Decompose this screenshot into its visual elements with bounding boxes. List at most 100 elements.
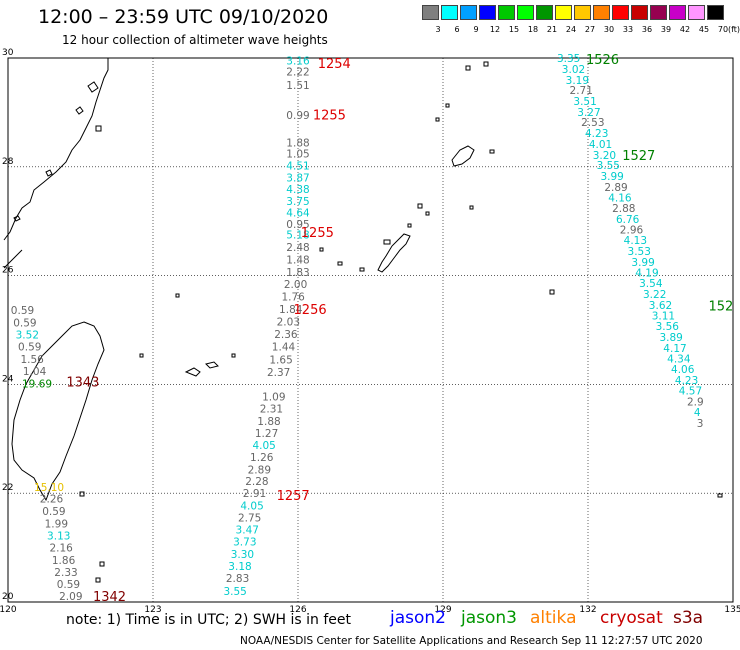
colorbar-tick: 70 — [717, 25, 729, 34]
wave-height-label: 1.27 — [255, 428, 278, 440]
colorbar-swatch — [688, 5, 705, 20]
wave-height-label: 3.51 — [573, 96, 596, 108]
wave-height-label: 1.44 — [272, 341, 296, 353]
latitude-tick-label: 26 — [2, 266, 14, 276]
latitude-tick-label: 28 — [2, 157, 14, 167]
wave-height-label: 1.04 — [23, 366, 47, 378]
wave-height-label: 3 — [697, 418, 704, 430]
wave-height-label: 0.59 — [18, 341, 41, 353]
wave-height-label: 3.27 — [577, 107, 600, 119]
legend-altika: altika — [530, 608, 577, 628]
wave-height-label: 2.48 — [286, 242, 309, 254]
colorbar-tick: 12 — [489, 25, 501, 34]
legend-jason2: jason2 — [390, 608, 446, 628]
wave-height-label: 2.03 — [277, 316, 300, 328]
wave-height-label: 3.13 — [47, 531, 70, 543]
land-outlines — [3, 58, 723, 583]
wave-height-label: 3.30 — [231, 549, 254, 561]
colorbar-swatch — [479, 5, 496, 20]
colorbar-tick: 36 — [641, 25, 653, 34]
latitude-tick-label: 20 — [2, 592, 14, 602]
wave-height-label: 2.16 — [49, 543, 73, 555]
wave-height-label: 1.86 — [52, 555, 76, 567]
wave-height-label: 4.06 — [671, 364, 695, 376]
wave-height-label: 3.52 — [16, 329, 39, 341]
wave-height-label: 2.00 — [284, 279, 307, 291]
wave-height-label: 3.75 — [286, 196, 309, 208]
longitude-tick-label: 132 — [579, 605, 596, 615]
wave-height-label: 3.56 — [656, 321, 680, 333]
map-border — [7, 57, 734, 603]
latitude-tick-label: 24 — [2, 374, 14, 384]
wave-height-label: 2.36 — [274, 329, 298, 341]
longitude-tick-label: 123 — [144, 605, 161, 615]
wave-height-label: 4.38 — [286, 184, 309, 196]
latitude-tick-label: 30 — [2, 48, 14, 58]
colorbar-swatch — [460, 5, 477, 20]
wave-height-label: 1.56 — [20, 354, 44, 366]
wave-height-label: 3.47 — [236, 525, 259, 537]
wave-height-label: 2.28 — [245, 476, 268, 488]
wave-height-label: 0.99 — [286, 110, 309, 122]
colorbar-tick: 15 — [508, 25, 520, 34]
colorbar-tick: 45 — [698, 25, 710, 34]
wave-height-label: 3.73 — [233, 537, 256, 549]
ryukyu-small-islands-outline — [79, 103, 474, 583]
wave-height-label: 4.17 — [663, 343, 686, 355]
colorbar-swatch — [631, 5, 648, 20]
colorbar-tick: 39 — [660, 25, 672, 34]
colorbar-swatch — [441, 5, 458, 20]
legend-s3a: s3a — [673, 608, 704, 628]
colorbar-swatch — [650, 5, 667, 20]
longitude-tick-label: 129 — [434, 605, 451, 615]
wave-height-label: 4.05 — [240, 501, 263, 513]
footer-note: note: 1) Time is in UTC; 2) SWH is in fe… — [66, 612, 352, 628]
okinawa-outline — [377, 233, 411, 273]
wave-height-label: 2.89 — [248, 464, 271, 476]
wave-height-label: 0.59 — [13, 317, 36, 329]
wave-height-label: 4.01 — [589, 139, 612, 151]
pass-time-label: 152 — [709, 300, 734, 315]
wave-height-label: 2.31 — [260, 403, 283, 415]
colorbar-swatch — [536, 5, 553, 20]
colorbar-tick: 6 — [454, 25, 460, 34]
wave-height-label: 1.83 — [286, 267, 309, 279]
wave-height-label: 4 — [694, 407, 701, 419]
wave-height-label: 3.16 — [286, 56, 310, 68]
wave-height-label: 3.99 — [600, 171, 623, 183]
colorbar-tick: 21 — [546, 25, 558, 34]
colorbar-swatch — [555, 5, 572, 20]
wave-height-label: 3.35 — [557, 53, 580, 65]
wave-height-label: 3.53 — [628, 246, 651, 258]
wave-height-values: 3.162.221.510.991.881.054.513.874.383.75… — [11, 53, 704, 603]
latitude-tick-label: 22 — [2, 483, 13, 493]
wave-height-label: 2.83 — [226, 573, 249, 585]
wave-height-label: 4.57 — [679, 385, 702, 397]
pass-time-label: 1255 — [313, 109, 346, 124]
wave-height-label: 2.75 — [238, 513, 261, 525]
wave-height-label: 3.19 — [566, 75, 589, 87]
pass-time-label: 1255 — [301, 226, 334, 241]
wave-height-label: 3.54 — [639, 278, 663, 290]
colorbar-swatch — [517, 5, 534, 20]
wave-height-label: 5.18 — [286, 229, 309, 241]
wave-height-label: 1.09 — [262, 391, 285, 403]
wave-height-label: 1.48 — [286, 254, 309, 266]
chart-title: 12:00 – 23:59 UTC 09/10/2020 — [38, 6, 329, 28]
wave-height-label: 4.51 — [286, 161, 309, 173]
colorbar-unit: (ft) — [727, 25, 740, 34]
wave-height-label: 2.22 — [286, 67, 309, 79]
legend-cryosat: cryosat — [600, 608, 663, 628]
wave-height-label: 0.59 — [42, 506, 65, 518]
colorbar-swatch — [574, 5, 591, 20]
wave-height-label: 2.37 — [267, 367, 290, 379]
wave-height-label: 3.99 — [631, 257, 654, 269]
wave-height-label: 2.88 — [612, 203, 635, 215]
credit-line: NOAA/NESDIS Center for Satellite Applica… — [240, 635, 703, 647]
legend-jason3: jason3 — [461, 608, 517, 628]
wave-height-label: 2.26 — [40, 494, 64, 506]
colorbar-swatch — [422, 5, 439, 20]
wave-height-label: 4.64 — [286, 207, 310, 219]
wave-height-label: 2.33 — [54, 567, 77, 579]
